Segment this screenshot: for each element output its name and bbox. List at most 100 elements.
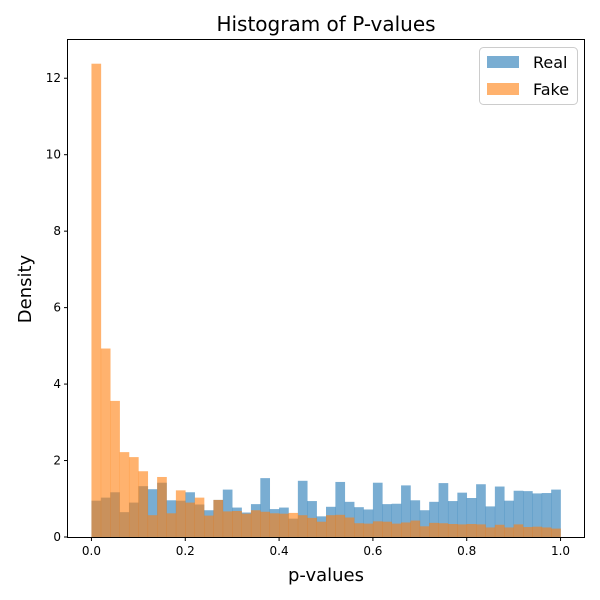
bar-real-44	[504, 500, 514, 537]
bar-fake-23	[307, 517, 317, 537]
bar-fake-49	[551, 528, 561, 537]
y-tick-label-0: 0	[53, 530, 61, 544]
x-tick-label-1: 0.2	[176, 544, 195, 558]
legend-swatch-real	[487, 56, 519, 68]
legend-label-fake: Fake	[533, 80, 569, 99]
bar-fake-24	[316, 521, 327, 537]
bar-real-48	[541, 493, 552, 537]
bar-real-26	[335, 481, 346, 537]
bar-fake-46	[523, 527, 533, 537]
bar-real-22	[297, 480, 308, 537]
bar-real-41	[476, 484, 486, 537]
bar-fake-31	[382, 521, 392, 537]
bar-fake-2	[110, 400, 120, 537]
bar-fake-12	[204, 515, 214, 537]
bar-fake-6	[147, 515, 158, 537]
y-tick-label-2: 4	[53, 377, 61, 391]
bar-real-6	[147, 489, 158, 537]
chart-title: Histogram of P-values	[216, 12, 435, 36]
plot-frame	[67, 39, 585, 538]
bar-real-18	[260, 478, 271, 537]
bar-real-30	[372, 482, 383, 537]
bar-real-33	[401, 485, 411, 537]
bar-fake-25	[326, 515, 336, 537]
y-tick-label-5: 10	[46, 148, 61, 162]
bar-fake-4	[128, 457, 139, 537]
y-tick-label-3: 6	[53, 301, 61, 315]
bar-fake-14	[222, 511, 233, 537]
bar-real-40	[466, 498, 477, 537]
bar-fake-8	[166, 513, 177, 537]
bar-fake-32	[391, 523, 402, 537]
bar-real-28	[354, 507, 364, 537]
bar-real-34	[410, 500, 421, 537]
bar-fake-41	[476, 524, 486, 537]
bar-real-45	[513, 490, 524, 537]
bar-real-32	[391, 503, 402, 537]
bar-fake-0	[91, 63, 102, 538]
bar-real-46	[523, 491, 533, 537]
bar-fake-34	[410, 520, 421, 537]
y-tick-label-6: 12	[46, 71, 61, 85]
bar-real-49	[551, 489, 561, 537]
x-tick-label-2: 0.4	[270, 544, 289, 558]
legend-label-real: Real	[533, 53, 568, 72]
x-tick-label-4: 0.8	[457, 544, 476, 558]
bar-fake-44	[504, 527, 514, 537]
legend-swatch-fake	[487, 83, 519, 95]
bar-fake-36	[429, 522, 439, 537]
bar-fake-27	[344, 517, 355, 537]
bar-real-42	[485, 506, 496, 537]
bar-real-37	[438, 483, 449, 537]
bar-fake-21	[288, 512, 299, 537]
bar-fake-13	[213, 499, 224, 537]
bar-fake-3	[119, 452, 130, 537]
y-axis-label: Density	[15, 254, 36, 323]
bar-fake-37	[438, 523, 449, 537]
bar-real-38	[447, 501, 458, 537]
bar-fake-43	[494, 524, 505, 537]
bar-fake-38	[447, 524, 458, 537]
series-fake-bars	[91, 63, 561, 538]
x-tick-label-5: 1.0	[551, 544, 570, 558]
bar-real-39	[457, 492, 468, 537]
bar-real-31	[382, 504, 392, 537]
bar-fake-10	[185, 502, 195, 537]
bar-fake-29	[363, 523, 374, 537]
bar-fake-20	[279, 513, 289, 537]
bar-real-36	[429, 501, 439, 537]
y-axis: 0 2 4 6 8 10 12	[46, 71, 68, 544]
bar-fake-19	[269, 513, 280, 537]
legend: Real Fake	[479, 47, 578, 105]
bar-fake-16	[241, 513, 252, 537]
y-tick-label-1: 2	[53, 454, 61, 468]
y-tick-label-4: 8	[53, 224, 61, 238]
bar-fake-28	[354, 523, 364, 537]
bar-fake-7	[157, 476, 167, 537]
bar-fake-15	[232, 511, 242, 537]
x-tick-label-0: 0.0	[82, 544, 101, 558]
x-axis: 0.0 0.2 0.4 0.6 0.8 1.0	[82, 537, 570, 558]
bar-fake-35	[419, 526, 430, 537]
bar-real-35	[419, 510, 430, 537]
bar-fake-48	[541, 527, 552, 537]
bar-fake-22	[297, 515, 308, 537]
bar-fake-33	[401, 522, 411, 537]
bar-real-29	[363, 509, 374, 537]
bar-real-47	[532, 493, 543, 537]
bar-fake-26	[335, 514, 346, 537]
bar-fake-42	[485, 527, 496, 537]
bar-fake-45	[513, 524, 524, 537]
bar-fake-18	[260, 511, 271, 537]
bar-fake-17	[250, 510, 261, 537]
bar-fake-30	[372, 521, 383, 537]
bar-fake-11	[194, 497, 205, 537]
bar-fake-1	[100, 348, 111, 537]
bar-fake-5	[138, 471, 149, 537]
x-tick-label-3: 0.6	[363, 544, 382, 558]
bar-fake-9	[175, 490, 186, 537]
bar-fake-40	[466, 524, 477, 537]
bar-fake-47	[532, 526, 543, 537]
bar-real-43	[494, 486, 505, 537]
